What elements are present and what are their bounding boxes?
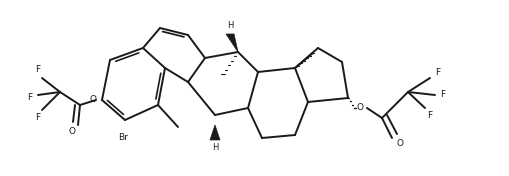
Polygon shape: [225, 34, 238, 52]
Text: H: H: [211, 143, 218, 152]
Text: F: F: [435, 68, 440, 77]
Text: F: F: [35, 114, 41, 122]
Text: O: O: [90, 96, 97, 105]
Text: F: F: [427, 111, 432, 120]
Polygon shape: [210, 125, 219, 140]
Text: O: O: [356, 103, 363, 112]
Text: O: O: [68, 127, 75, 137]
Text: F: F: [440, 90, 445, 99]
Text: H: H: [227, 21, 233, 30]
Text: F: F: [27, 93, 33, 102]
Text: O: O: [395, 139, 403, 147]
Text: Br: Br: [118, 134, 128, 143]
Text: F: F: [35, 65, 41, 74]
